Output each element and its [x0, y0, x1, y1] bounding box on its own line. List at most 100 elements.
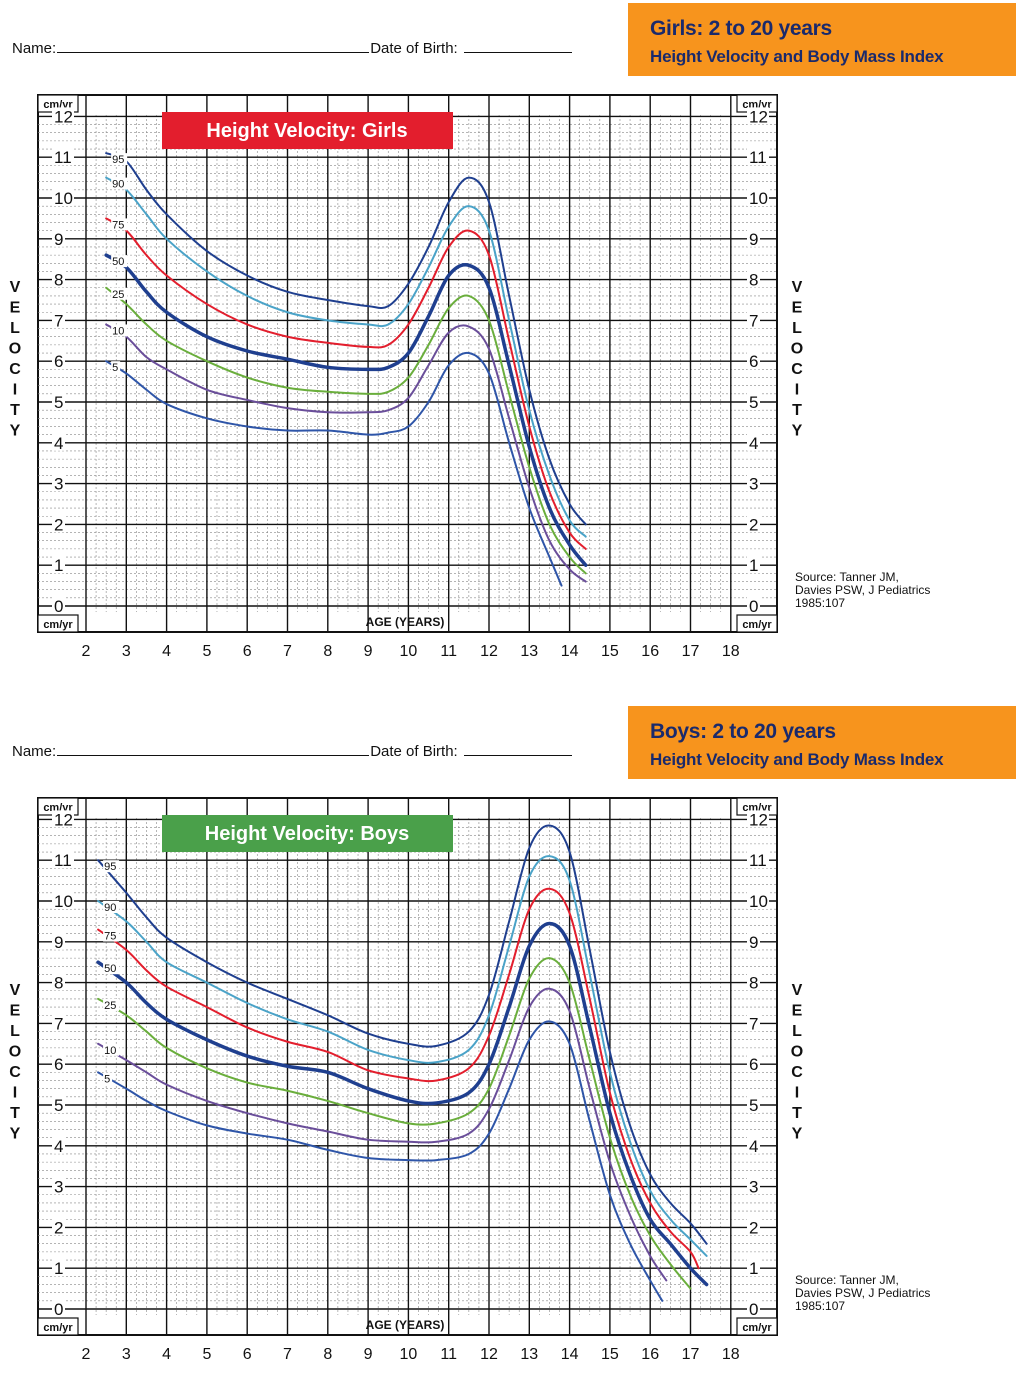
x-axis-label: AGE (YEARS)	[366, 1318, 445, 1332]
x-tick-label: 6	[243, 643, 252, 660]
y-tick-bg-right	[747, 433, 760, 451]
y-tick-bg-right	[747, 932, 760, 950]
y-tick-label-right: 8	[749, 271, 758, 290]
x-tick-label: 10	[400, 643, 418, 660]
y-tick-bg-right	[747, 597, 760, 614]
x-tick-label: 17	[682, 643, 700, 660]
y-tick-label-right: 5	[749, 1096, 758, 1115]
source-annotation: 1985:107	[795, 596, 845, 610]
y-tick-bg-right	[747, 311, 760, 329]
y-tick-bg-right	[747, 1177, 760, 1195]
plot-frame	[37, 94, 778, 633]
x-tick-label: 16	[641, 643, 659, 660]
series-label-p95: 95	[112, 154, 124, 166]
y-tick-bg-right	[747, 515, 760, 533]
name-dob-row: Name: Date of Birth:	[12, 40, 573, 57]
dob-label: Date of Birth:	[370, 743, 458, 760]
series-line-p75	[105, 217, 587, 550]
series-label-bg	[111, 177, 128, 190]
y-axis-label-left: O	[9, 1044, 21, 1061]
y-tick-label-right: 1	[749, 556, 758, 575]
y-tick-label-right: 8	[749, 974, 758, 993]
chart-title: Height Velocity: Girls	[206, 120, 407, 142]
dob-label: Date of Birth:	[370, 40, 458, 57]
y-tick-label-right: 2	[749, 1218, 758, 1237]
y-axis-label-left: C	[9, 361, 21, 378]
y-tick-label-right: 1	[749, 1259, 758, 1278]
y-tick-label-left: 9	[54, 230, 63, 249]
y-tick-bg-left	[52, 973, 65, 991]
y-tick-bg-right	[747, 270, 760, 288]
x-axis-label: AGE (YEARS)	[366, 615, 445, 629]
y-tick-label-right: 6	[749, 1055, 758, 1074]
y-tick-bg-right	[747, 1136, 760, 1154]
dob-field[interactable]	[463, 754, 572, 756]
x-tick-label: 3	[122, 643, 131, 660]
dob-field[interactable]	[463, 51, 572, 53]
series-label-p10: 10	[112, 325, 124, 337]
x-tick-label: 12	[480, 643, 498, 660]
y-axis-label-right: V	[792, 982, 803, 999]
series-line-p5	[105, 351, 563, 587]
y-tick-label-left: 0	[54, 1300, 63, 1319]
y-axis-label-left: E	[10, 300, 21, 317]
y-tick-label-left: 7	[54, 311, 63, 330]
y-tick-label-left: 4	[54, 1137, 63, 1156]
y-tick-bg-left	[52, 433, 65, 451]
series-line-p5	[97, 1020, 664, 1302]
y-tick-bg-left	[52, 810, 74, 828]
x-tick-label: 9	[364, 1346, 373, 1363]
series-label-p50: 50	[112, 256, 124, 268]
name-label: Name:	[12, 743, 57, 760]
y-tick-label-right: 9	[749, 933, 758, 952]
y-tick-label-left: 12	[54, 107, 73, 126]
series-label-bg	[103, 929, 120, 942]
chart-title-box	[162, 815, 453, 852]
source-annotation: Source: Tanner JM,	[795, 570, 899, 584]
y-tick-bg-left	[52, 107, 74, 125]
unit-label-bottom-right: cm/yr	[742, 1322, 772, 1334]
series-line-p75	[97, 887, 700, 1270]
girls-chart-panel: Name: Date of Birth: Girls: 2 to 20 years…	[0, 0, 1019, 668]
name-field[interactable]	[57, 51, 370, 53]
y-axis-label-left: C	[9, 1064, 21, 1081]
x-tick-label: 2	[82, 1346, 91, 1363]
y-tick-bg-left	[52, 1096, 65, 1113]
series-label-p5: 5	[104, 1073, 110, 1085]
y-tick-bg-left	[52, 270, 65, 288]
y-tick-bg-right	[747, 851, 769, 869]
unit-label-bottom-right: cm/yr	[742, 619, 772, 631]
series-label-bg	[111, 361, 121, 374]
y-tick-bg-left	[52, 1014, 65, 1032]
y-tick-label-right: 2	[749, 515, 758, 534]
name-field[interactable]	[57, 754, 370, 756]
x-tick-label: 7	[283, 643, 292, 660]
x-tick-label: 11	[440, 1346, 457, 1363]
y-tick-bg-right	[747, 474, 760, 492]
series-line-p95	[105, 152, 587, 526]
series-label-bg	[111, 218, 128, 231]
y-axis-label-right: L	[792, 320, 802, 337]
y-tick-bg-left	[52, 352, 65, 370]
name-label: Name:	[12, 40, 57, 57]
y-tick-label-left: 7	[54, 1014, 63, 1033]
y-tick-bg-left	[52, 851, 74, 869]
y-axis-label-right: T	[792, 1105, 802, 1122]
y-axis-label-left: V	[10, 982, 21, 999]
x-tick-label: 14	[561, 643, 579, 660]
y-tick-bg-right	[747, 1096, 760, 1113]
y-tick-label-right: 11	[749, 851, 767, 870]
x-tick-label: 12	[480, 1346, 498, 1363]
x-tick-label: 13	[520, 643, 538, 660]
series-label-bg	[103, 860, 120, 873]
y-axis-label-left: T	[10, 1105, 20, 1122]
y-tick-bg-right	[747, 229, 760, 247]
series-label-bg	[111, 255, 128, 268]
y-tick-label-right: 12	[749, 810, 768, 829]
series-line-p10	[97, 987, 668, 1282]
y-tick-label-right: 3	[749, 1178, 758, 1197]
y-tick-bg-right	[747, 1259, 760, 1277]
x-tick-label: 4	[162, 643, 171, 660]
y-axis-label-right: E	[792, 1003, 803, 1020]
unit-label-bottom-left-box	[37, 614, 79, 633]
